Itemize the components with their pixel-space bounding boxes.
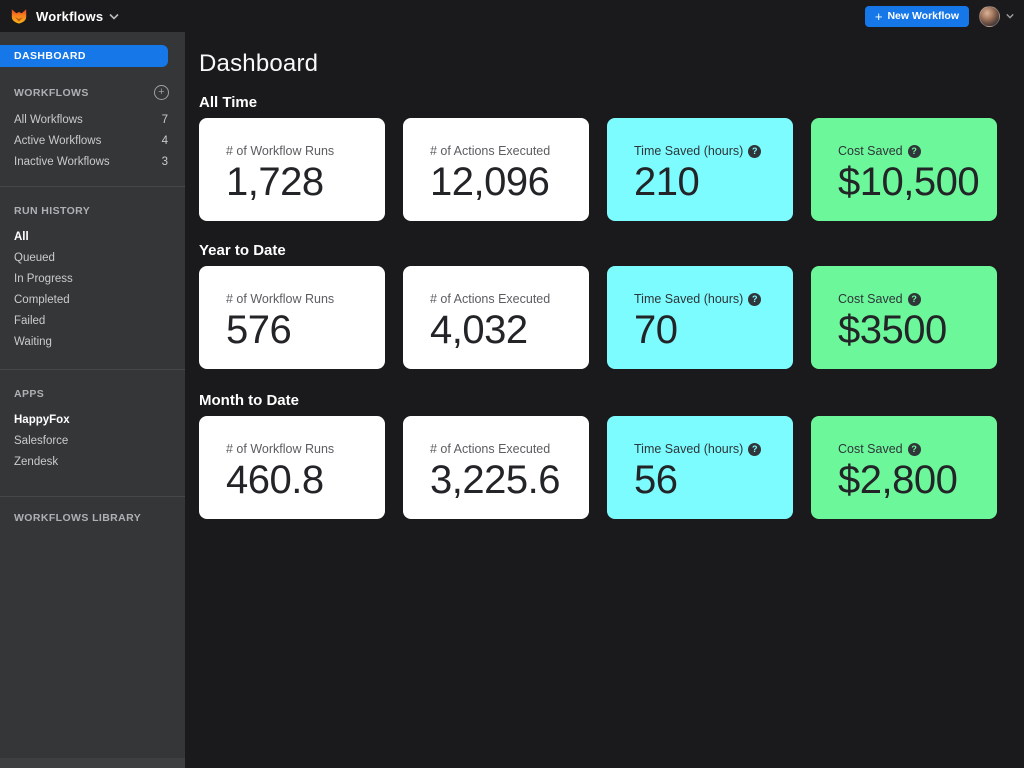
help-icon[interactable]: ? bbox=[748, 144, 762, 158]
help-icon[interactable]: ? bbox=[748, 442, 762, 456]
sidebar-item-run-waiting[interactable]: Waiting bbox=[0, 332, 185, 353]
item-label: Active Workflows bbox=[14, 135, 102, 147]
item-count-badge: 7 bbox=[161, 114, 168, 126]
item-label: In Progress bbox=[14, 273, 73, 285]
stat-card-time-saved: Time Saved (hours) ? 70 bbox=[607, 266, 793, 369]
sidebar-divider bbox=[0, 369, 185, 370]
brand-chevron-down-icon[interactable] bbox=[109, 13, 119, 20]
workflows-header-label: WORKFLOWS bbox=[14, 86, 89, 99]
sidebar-item-run-queued[interactable]: Queued bbox=[0, 248, 185, 269]
new-workflow-button[interactable]: + New Workflow bbox=[864, 5, 969, 27]
card-label: Time Saved (hours) bbox=[634, 292, 744, 306]
item-label: Zendesk bbox=[14, 456, 59, 468]
card-value: 1,728 bbox=[226, 160, 324, 204]
card-label: # of Workflow Runs bbox=[226, 144, 335, 158]
card-value: 56 bbox=[634, 458, 678, 502]
card-label: # of Actions Executed bbox=[430, 442, 551, 456]
card-value: 4,032 bbox=[430, 308, 528, 352]
card-value: 70 bbox=[634, 308, 678, 352]
item-count-badge: 3 bbox=[161, 156, 168, 168]
card-label: # of Actions Executed bbox=[430, 292, 551, 306]
avatar-chevron-down-icon[interactable] bbox=[1006, 13, 1014, 19]
sidebar-item-inactive-workflows[interactable]: Inactive Workflows 3 bbox=[0, 152, 185, 173]
stat-card-cost-saved: Cost Saved ? $3500 bbox=[811, 266, 997, 369]
help-icon[interactable]: ? bbox=[907, 442, 921, 456]
section-heading-month-to-date: Month to Date bbox=[199, 392, 299, 409]
item-count-badge: 4 bbox=[161, 135, 168, 147]
item-label: All bbox=[14, 231, 29, 243]
stat-card-actions-executed: # of Actions Executed 4,032 bbox=[403, 266, 589, 369]
card-value: 210 bbox=[634, 160, 700, 204]
sidebar-item-app-happyfox[interactable]: HappyFox bbox=[0, 410, 185, 431]
help-icon[interactable]: ? bbox=[748, 292, 762, 306]
card-value: 3,225.6 bbox=[430, 458, 560, 502]
sidebar-item-run-in-progress[interactable]: In Progress bbox=[0, 269, 185, 290]
main-content: Dashboard All Time # of Workflow Runs 1,… bbox=[185, 32, 1024, 768]
item-label: Salesforce bbox=[14, 435, 69, 447]
card-value: $10,500 bbox=[838, 160, 980, 204]
sidebar-item-run-failed[interactable]: Failed bbox=[0, 311, 185, 332]
section-heading-year-to-date: Year to Date bbox=[199, 242, 286, 259]
card-label: # of Workflow Runs bbox=[226, 442, 335, 456]
sidebar-item-all-workflows[interactable]: All Workflows 7 bbox=[0, 110, 185, 131]
sidebar-section-workflows-header: WORKFLOWS + bbox=[0, 85, 185, 100]
section-heading-all-time: All Time bbox=[199, 94, 258, 111]
sidebar-divider bbox=[0, 186, 185, 187]
happyfox-logo-icon[interactable] bbox=[10, 7, 28, 25]
sidebar: DASHBOARD WORKFLOWS + All Workflows 7 Ac… bbox=[0, 32, 185, 768]
card-label: # of Actions Executed bbox=[430, 144, 551, 158]
sidebar-item-app-zendesk[interactable]: Zendesk bbox=[0, 452, 185, 473]
card-value: $2,800 bbox=[838, 458, 958, 502]
card-label: Cost Saved bbox=[838, 292, 903, 306]
sidebar-item-app-salesforce[interactable]: Salesforce bbox=[0, 431, 185, 452]
card-row-year-to-date: # of Workflow Runs 576 # of Actions Exec… bbox=[199, 266, 1024, 369]
item-label: Inactive Workflows bbox=[14, 156, 110, 168]
sidebar-item-dashboard[interactable]: DASHBOARD bbox=[0, 45, 168, 67]
card-row-all-time: # of Workflow Runs 1,728 # of Actions Ex… bbox=[199, 118, 1024, 221]
card-row-month-to-date: # of Workflow Runs 460.8 # of Actions Ex… bbox=[199, 416, 1024, 519]
card-label: Time Saved (hours) bbox=[634, 442, 744, 456]
stat-card-workflow-runs: # of Workflow Runs 1,728 bbox=[199, 118, 385, 221]
card-value: $3500 bbox=[838, 308, 947, 352]
card-label: Cost Saved bbox=[838, 144, 903, 158]
sidebar-scrollbar[interactable] bbox=[0, 758, 185, 768]
sidebar-item-run-all[interactable]: All bbox=[0, 227, 185, 248]
help-icon[interactable]: ? bbox=[907, 292, 921, 306]
stat-card-actions-executed: # of Actions Executed 12,096 bbox=[403, 118, 589, 221]
brand-title[interactable]: Workflows bbox=[36, 8, 104, 24]
sidebar-item-run-completed[interactable]: Completed bbox=[0, 290, 185, 311]
stat-card-cost-saved: Cost Saved ? $2,800 bbox=[811, 416, 997, 519]
card-value: 576 bbox=[226, 308, 292, 352]
stat-card-cost-saved: Cost Saved ? $10,500 bbox=[811, 118, 997, 221]
card-label: Time Saved (hours) bbox=[634, 144, 744, 158]
apps-header: APPS bbox=[14, 388, 45, 400]
sidebar-divider bbox=[0, 496, 185, 497]
new-workflow-label: New Workflow bbox=[887, 10, 959, 22]
card-label: # of Workflow Runs bbox=[226, 292, 335, 306]
card-value: 12,096 bbox=[430, 160, 550, 204]
card-value: 460.8 bbox=[226, 458, 324, 502]
topbar: Workflows + New Workflow bbox=[0, 0, 1024, 32]
item-label: All Workflows bbox=[14, 114, 83, 126]
item-label: Queued bbox=[14, 252, 55, 264]
item-label: Failed bbox=[14, 315, 46, 327]
item-label: Waiting bbox=[14, 336, 52, 348]
stat-card-workflow-runs: # of Workflow Runs 576 bbox=[199, 266, 385, 369]
help-icon[interactable]: ? bbox=[907, 144, 921, 158]
card-label: Cost Saved bbox=[838, 442, 903, 456]
sidebar-item-active-workflows[interactable]: Active Workflows 4 bbox=[0, 131, 185, 152]
user-avatar[interactable] bbox=[979, 5, 1000, 27]
page-title: Dashboard bbox=[199, 50, 319, 77]
plus-icon: + bbox=[874, 8, 883, 24]
item-label: Completed bbox=[14, 294, 70, 306]
workflows-library-header[interactable]: WORKFLOWS LIBRARY bbox=[14, 512, 142, 524]
stat-card-time-saved: Time Saved (hours) ? 56 bbox=[607, 416, 793, 519]
run-history-header: RUN HISTORY bbox=[14, 205, 91, 217]
stat-card-time-saved: Time Saved (hours) ? 210 bbox=[607, 118, 793, 221]
item-label: HappyFox bbox=[14, 414, 70, 426]
stat-card-workflow-runs: # of Workflow Runs 460.8 bbox=[199, 416, 385, 519]
add-workflow-icon[interactable]: + bbox=[154, 85, 169, 100]
stat-card-actions-executed: # of Actions Executed 3,225.6 bbox=[403, 416, 589, 519]
